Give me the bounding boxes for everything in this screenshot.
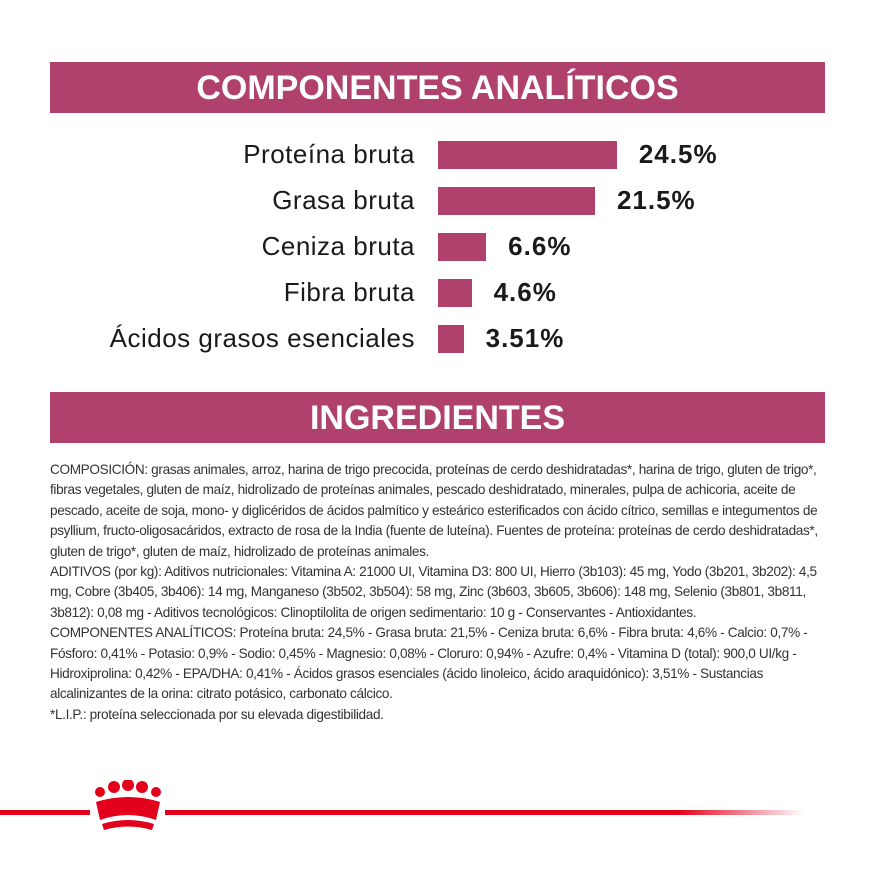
ingredients-paragraph: COMPONENTES ANALÍTICOS: Proteína bruta: … <box>50 625 808 702</box>
brand-logo <box>0 780 805 830</box>
category-label: Fibra bruta <box>283 277 415 307</box>
category-label: Grasa bruta <box>272 185 415 215</box>
bar <box>438 279 472 307</box>
section-title: COMPONENTES ANALÍTICOS <box>50 62 825 113</box>
ingredients-paragraph: COMPOSICIÓN: grasas animales, arroz, har… <box>50 462 818 559</box>
value-label: 3.51% <box>485 323 565 353</box>
category-label: Ácidos grasos esenciales <box>109 323 415 353</box>
bar <box>438 141 617 169</box>
ingredients-text: COMPOSICIÓN: grasas animales, arroz, har… <box>50 460 830 725</box>
bar <box>438 233 487 261</box>
value-label: 4.6% <box>493 277 557 307</box>
category-label: Proteína bruta <box>243 139 415 169</box>
value-label: 21.5% <box>616 185 696 215</box>
bar <box>438 187 595 215</box>
value-label: 6.6% <box>508 231 572 261</box>
section-title: INGREDIENTES <box>50 392 825 443</box>
ingredients-paragraph: ADITIVOS (por kg): Aditivos nutricionale… <box>50 564 817 620</box>
bar <box>438 325 464 353</box>
value-label: 24.5% <box>638 139 718 169</box>
category-label: Ceniza bruta <box>261 231 415 261</box>
ingredients-paragraph: *L.I.P.: proteína seleccionada por su el… <box>50 706 384 722</box>
